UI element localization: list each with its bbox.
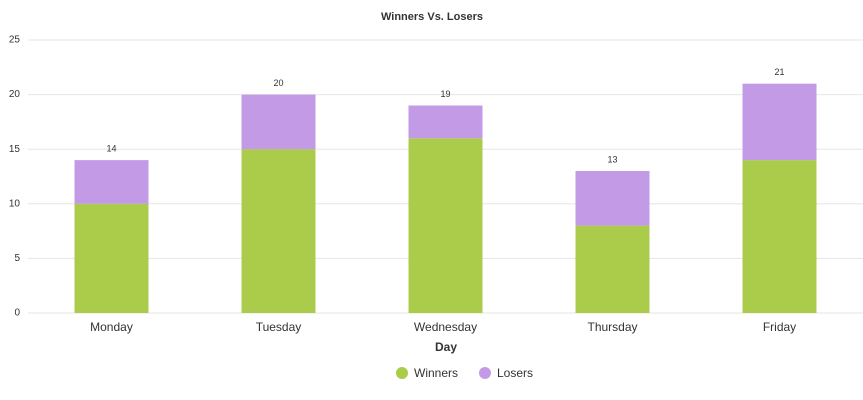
legend-label: Winners [414, 366, 458, 380]
legend-marker [396, 367, 408, 379]
x-tick-label: Tuesday [256, 320, 302, 334]
total-label: 14 [106, 143, 116, 153]
bar-segment [575, 171, 650, 226]
y-tick-label: 5 [14, 253, 20, 264]
x-axis-title: Day [435, 340, 457, 354]
y-tick-label: 25 [9, 35, 21, 46]
bar-segment [408, 105, 483, 139]
y-tick-label: 20 [9, 89, 21, 100]
legend-marker [479, 367, 491, 379]
chart-title: Winners Vs. Losers [381, 11, 483, 23]
bar-segment [241, 149, 316, 313]
x-tick-label: Monday [90, 320, 133, 334]
bar-segment [742, 83, 817, 161]
y-tick-label: 10 [9, 198, 21, 209]
bar-segment [575, 225, 650, 313]
bar-segment [74, 203, 149, 313]
y-tick-label: 15 [9, 144, 21, 155]
bar-segment [742, 160, 817, 313]
x-tick-label: Wednesday [414, 320, 477, 334]
x-tick-label: Friday [763, 320, 796, 334]
total-label: 21 [774, 67, 784, 77]
total-label: 20 [273, 78, 283, 88]
total-label: 13 [607, 154, 617, 164]
total-label: 19 [440, 89, 450, 99]
bar-segment [408, 138, 483, 313]
bar-segment [241, 94, 316, 150]
y-tick-label: 0 [14, 308, 20, 319]
legend-label: Losers [497, 366, 533, 380]
bar-segment [74, 160, 149, 204]
x-tick-label: Thursday [587, 320, 637, 334]
